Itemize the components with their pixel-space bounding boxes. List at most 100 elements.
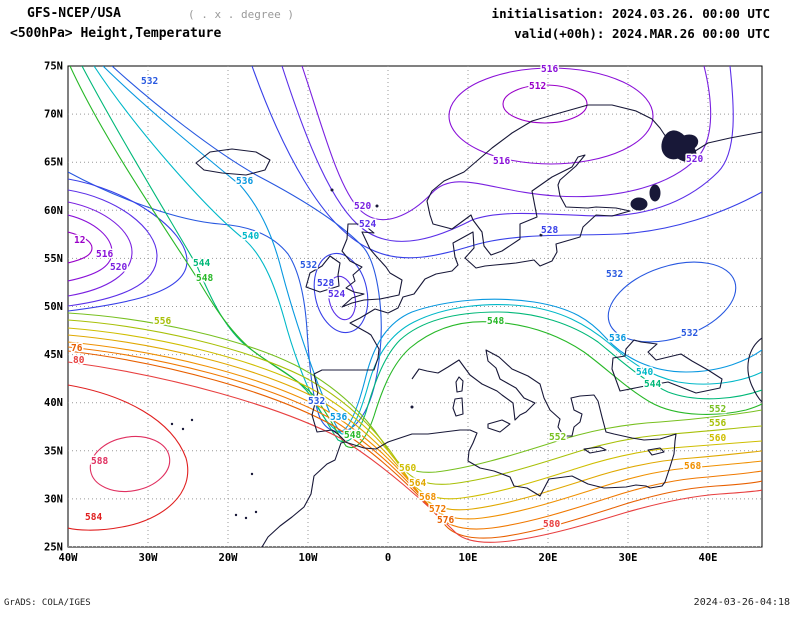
contour-524-atlantic-arc — [68, 189, 158, 307]
svg-text:524: 524 — [328, 289, 345, 300]
svg-text:50N: 50N — [44, 301, 63, 313]
svg-text:524: 524 — [359, 219, 376, 230]
svg-text:544: 544 — [644, 379, 661, 390]
contour-584-high-arc — [68, 384, 189, 531]
contour-528-atlantic-arc — [68, 178, 188, 312]
svg-text:560: 560 — [709, 433, 726, 444]
height-contours — [68, 66, 762, 543]
contour-532-blacksea-low — [607, 261, 737, 343]
longitude-labels: 40W 30W 20W 10W 0 10E 20E 30E 40E — [59, 552, 718, 564]
map-frame — [67, 65, 763, 548]
contour-520-atlantic-arc — [68, 201, 133, 297]
svg-text:76: 76 — [71, 343, 83, 354]
svg-text:10E: 10E — [459, 552, 478, 564]
island-canary-1 — [234, 513, 238, 517]
svg-text:20E: 20E — [539, 552, 558, 564]
island-gotland — [539, 233, 543, 237]
svg-text:30W: 30W — [139, 552, 159, 564]
contour-labels: 5325165125205365405445485205245165281251… — [70, 63, 728, 532]
svg-text:0: 0 — [385, 552, 391, 564]
svg-text:532: 532 — [300, 260, 317, 271]
contour-528-cutoff — [313, 252, 369, 334]
valid-time: valid(+00h): 2024.MAR.26 00:00 UTC — [514, 26, 770, 41]
product-title: <500hPa> Height,Temperature — [10, 26, 222, 41]
svg-text:25N: 25N — [44, 542, 63, 554]
svg-text:540: 540 — [636, 367, 653, 378]
svg-text:40E: 40E — [699, 552, 718, 564]
contour-520-polar — [301, 66, 712, 221]
contour-552-south — [68, 312, 762, 473]
coastline-crete — [583, 446, 607, 454]
island-azores-3 — [190, 418, 194, 422]
svg-text:520: 520 — [110, 262, 127, 273]
island-faroe — [330, 188, 334, 192]
contour-512-polar-low — [502, 84, 588, 124]
white-sea — [661, 130, 699, 162]
contour-516-polar-low — [448, 67, 654, 165]
svg-text:520: 520 — [686, 154, 703, 165]
svg-text:548: 548 — [487, 316, 504, 327]
model-title: GFS-NCEP/USA — [27, 6, 121, 21]
svg-text:532: 532 — [141, 76, 158, 87]
contour-516-atlantic-arc — [68, 214, 113, 282]
svg-text:55N: 55N — [44, 253, 63, 265]
contour-560-south — [68, 327, 762, 500]
svg-text:12: 12 — [74, 235, 85, 246]
svg-text:568: 568 — [419, 492, 436, 503]
svg-text:528: 528 — [317, 278, 334, 289]
latitude-labels: 75N 70N 65N 60N 55N 50N 45N 40N 35N 30N 25N — [44, 61, 63, 554]
svg-text:536: 536 — [330, 412, 347, 423]
coastline-sicily — [487, 419, 511, 433]
svg-text:35N: 35N — [44, 445, 63, 457]
svg-text:532: 532 — [606, 269, 623, 280]
initialisation-time: initialisation: 2024.03.26. 00:00 UTC — [491, 6, 770, 21]
svg-text:572: 572 — [429, 504, 446, 515]
lake-ladoga — [630, 197, 648, 211]
svg-text:40N: 40N — [44, 397, 63, 409]
svg-text:556: 556 — [709, 418, 726, 429]
svg-text:516: 516 — [96, 249, 113, 260]
coastline-britain — [341, 223, 403, 308]
contour-564-south — [68, 334, 762, 511]
svg-text:60N: 60N — [44, 205, 63, 217]
island-mallorca — [410, 405, 414, 409]
coastline-europe-mainland — [311, 104, 762, 442]
svg-text:40W: 40W — [59, 552, 79, 564]
svg-text:516: 516 — [493, 156, 510, 167]
coastlines — [170, 104, 762, 547]
coastline-corsica — [455, 376, 464, 393]
svg-text:30N: 30N — [44, 493, 63, 505]
svg-text:552: 552 — [709, 404, 726, 415]
contour-588-high — [89, 435, 171, 493]
svg-text:532: 532 — [681, 328, 698, 339]
coastline-sardinia — [452, 397, 464, 417]
svg-text:536: 536 — [609, 333, 626, 344]
contour-544-main — [81, 66, 762, 443]
svg-text:80: 80 — [73, 355, 85, 366]
svg-text:560: 560 — [399, 463, 416, 474]
coastline-black-sea — [611, 339, 723, 394]
island-canary-2 — [244, 516, 248, 520]
svg-text:75N: 75N — [44, 61, 63, 73]
svg-text:548: 548 — [196, 273, 213, 284]
svg-text:540: 540 — [242, 231, 259, 242]
creation-timestamp: 2024-03-26-04:18 — [693, 597, 790, 608]
contour-580-south — [68, 361, 762, 543]
svg-text:552: 552 — [549, 432, 566, 443]
contour-524-polar — [281, 66, 734, 242]
contour-532-trough-loop — [68, 66, 382, 433]
svg-text:532: 532 — [308, 396, 325, 407]
contour-576-south — [68, 350, 762, 539]
svg-text:30E: 30E — [619, 552, 638, 564]
grads-credit: GrADS: COLA/IGES — [4, 598, 91, 608]
coastline-mediterranean-africa — [261, 349, 677, 547]
svg-text:45N: 45N — [44, 349, 63, 361]
svg-text:548: 548 — [344, 430, 361, 441]
island-azores-2 — [181, 427, 185, 431]
svg-text:520: 520 — [354, 201, 371, 212]
island-shetland — [375, 204, 379, 208]
contour-572-south — [68, 346, 762, 530]
resolution-note: ( . x . degree ) — [188, 8, 294, 21]
svg-text:584: 584 — [85, 512, 102, 523]
